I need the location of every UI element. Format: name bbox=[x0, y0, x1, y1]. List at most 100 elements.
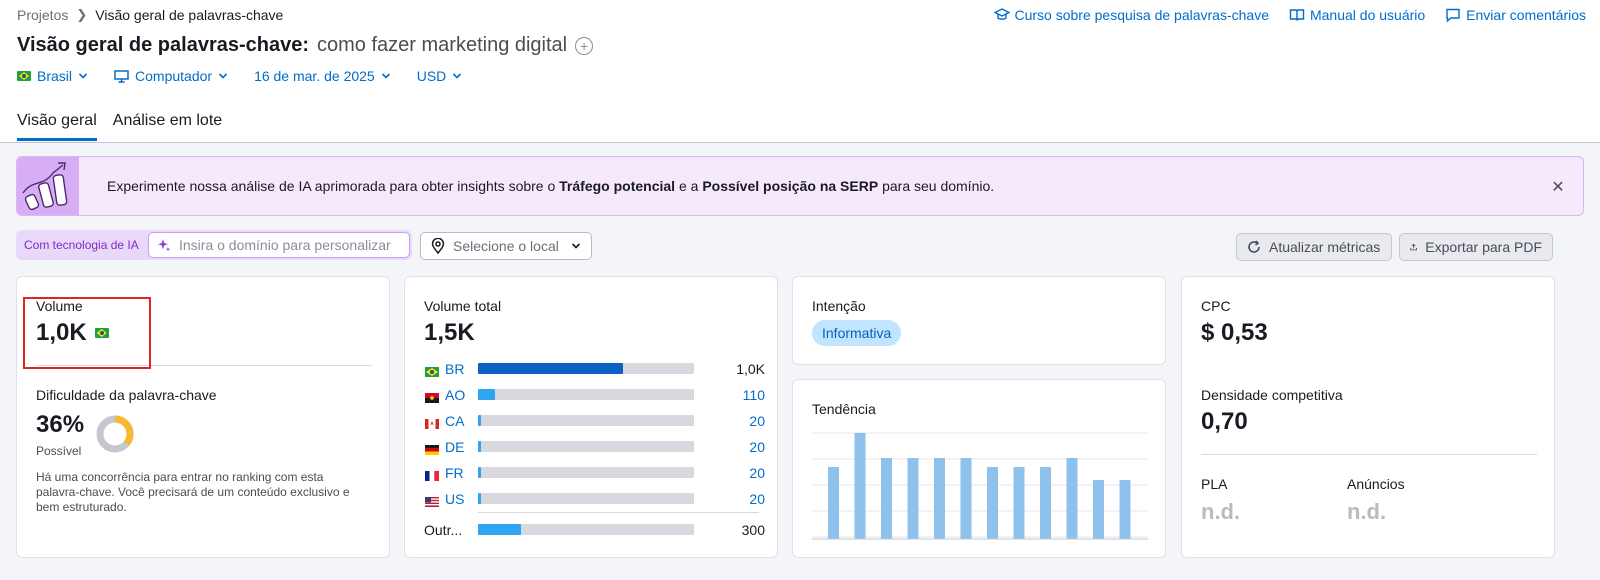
country-filter-label: Brasil bbox=[37, 68, 73, 84]
chevron-down-icon bbox=[78, 73, 88, 79]
density-label: Densidade competitiva bbox=[1201, 387, 1343, 403]
cpc-card: CPC $ 0,53 Densidade competitiva 0,70 PL… bbox=[1181, 276, 1555, 558]
ai-personalize-bar: Com tecnologia de IA Insira o domínio pa… bbox=[16, 230, 412, 260]
country-bar-fill bbox=[478, 441, 481, 452]
total-volume-value: 1,5K bbox=[424, 319, 475, 346]
location-pin-icon bbox=[431, 238, 445, 254]
refresh-metrics-label: Atualizar métricas bbox=[1269, 239, 1381, 255]
total-volume-label: Volume total bbox=[424, 298, 502, 314]
country-volume-value[interactable]: 20 bbox=[749, 439, 765, 455]
others-row: Outr... 300 bbox=[405, 522, 785, 538]
trend-bar[interactable] bbox=[1066, 458, 1078, 539]
trend-chart bbox=[812, 432, 1148, 540]
device-filter-label: Computador bbox=[135, 68, 213, 84]
trend-bar[interactable] bbox=[934, 458, 945, 539]
country-row-ca: CA 20 bbox=[405, 413, 785, 429]
intent-badge: Informativa bbox=[812, 320, 902, 346]
graduation-cap-icon bbox=[993, 8, 1010, 20]
feedback-link-label: Enviar comentários bbox=[1466, 7, 1586, 23]
page-title-main: Visão geral de palavras-chave: bbox=[17, 34, 310, 56]
location-select[interactable]: Selecione o local bbox=[420, 232, 592, 260]
others-bar-fill bbox=[478, 524, 521, 535]
country-volume-value[interactable]: 20 bbox=[749, 413, 765, 429]
trend-bar[interactable] bbox=[854, 433, 866, 539]
feedback-link[interactable]: Enviar comentários bbox=[1445, 7, 1586, 23]
trend-bar[interactable] bbox=[987, 467, 998, 539]
ao-flag-icon bbox=[425, 390, 439, 403]
upload-icon bbox=[1410, 243, 1417, 251]
tab-batch-analysis[interactable]: Análise em lote bbox=[112, 112, 223, 129]
country-bar-track bbox=[478, 389, 694, 400]
add-circle-icon[interactable]: + bbox=[575, 36, 594, 55]
intent-badge-wrap: Informativa bbox=[812, 320, 902, 346]
course-link[interactable]: Curso sobre pesquisa de palavras-chave bbox=[993, 7, 1269, 23]
currency-filter-label: USD bbox=[416, 68, 447, 84]
country-row-de: DE 20 bbox=[405, 439, 785, 455]
country-volume-value[interactable]: 20 bbox=[749, 491, 765, 507]
breadcrumb-projects[interactable]: Projetos bbox=[17, 7, 69, 23]
fr-flag-icon bbox=[425, 468, 439, 481]
br-flag-icon bbox=[425, 364, 439, 377]
refresh-metrics-button[interactable]: Atualizar métricas bbox=[1236, 233, 1392, 261]
monitor-icon bbox=[114, 69, 129, 83]
others-value: 300 bbox=[741, 522, 765, 538]
country-row-us: US 20 bbox=[405, 491, 785, 507]
country-bar-fill bbox=[478, 467, 481, 478]
country-bar-track bbox=[478, 493, 694, 504]
banner-text-part: e a bbox=[678, 178, 699, 194]
divider bbox=[36, 365, 372, 366]
chart-illustration-icon bbox=[17, 157, 79, 215]
country-code-link[interactable]: AO bbox=[445, 387, 466, 403]
trend-bar[interactable] bbox=[960, 458, 972, 539]
trend-bar[interactable] bbox=[1119, 480, 1131, 539]
device-filter[interactable]: Computador bbox=[114, 68, 228, 84]
chevron-down-icon bbox=[218, 73, 228, 79]
trend-bar[interactable] bbox=[1040, 467, 1051, 539]
export-pdf-label: Exportar para PDF bbox=[1425, 239, 1542, 255]
country-code-link[interactable]: US bbox=[445, 491, 465, 507]
trend-bar[interactable] bbox=[907, 458, 919, 539]
trend-bar[interactable] bbox=[881, 458, 892, 539]
close-icon[interactable]: ✕ bbox=[1551, 179, 1565, 196]
de-flag-icon bbox=[425, 442, 439, 455]
country-filter[interactable]: Brasil bbox=[17, 68, 88, 84]
ai-promo-banner: Experimente nossa análise de IA aprimora… bbox=[16, 156, 1584, 216]
country-bar-fill bbox=[478, 415, 481, 426]
manual-link[interactable]: Manual do usuário bbox=[1289, 7, 1425, 23]
country-code-link[interactable]: BR bbox=[445, 361, 465, 377]
banner-text-part: Experimente nossa análise de IA aprimora… bbox=[107, 178, 556, 194]
trend-bar[interactable] bbox=[828, 467, 839, 539]
chevron-right-icon: ❯ bbox=[76, 7, 88, 22]
filters-bar: Brasil Computador 16 de mar. de 2025 USD bbox=[17, 68, 462, 84]
brazil-flag-icon bbox=[94, 328, 109, 338]
country-code-link[interactable]: CA bbox=[445, 413, 465, 429]
intent-card: Intenção Informativa bbox=[792, 276, 1166, 365]
difficulty-donut bbox=[96, 415, 134, 453]
country-code-link[interactable]: DE bbox=[445, 439, 465, 455]
country-code-link[interactable]: FR bbox=[445, 465, 464, 481]
banner-bold-position: Possível posição na SERP bbox=[702, 178, 879, 194]
ai-badge: Com tecnologia de IA bbox=[24, 238, 139, 252]
country-volume-value[interactable]: 110 bbox=[742, 387, 765, 403]
date-filter[interactable]: 16 de mar. de 2025 bbox=[254, 68, 391, 84]
export-pdf-button[interactable]: Exportar para PDF bbox=[1399, 233, 1553, 261]
chevron-down-icon bbox=[381, 73, 390, 79]
country-volume-value[interactable]: 20 bbox=[749, 465, 765, 481]
trend-bar[interactable] bbox=[1093, 480, 1104, 539]
page-header: Projetos ❯ Visão geral de palavras-chave… bbox=[0, 0, 1600, 143]
difficulty-donut-fill bbox=[96, 415, 134, 453]
ads-label: Anúncios bbox=[1347, 476, 1405, 492]
currency-filter[interactable]: USD bbox=[417, 68, 463, 84]
country-bar-track bbox=[478, 363, 694, 374]
domain-input[interactable]: Insira o domínio para personalizar bbox=[148, 232, 410, 258]
intent-label: Intenção bbox=[812, 298, 866, 314]
difficulty-value: 36% bbox=[36, 411, 85, 438]
header-links: Curso sobre pesquisa de palavras-chave M… bbox=[993, 7, 1586, 23]
tab-overview[interactable]: Visão geral bbox=[17, 112, 97, 141]
country-volume-value: 1,0K bbox=[736, 361, 765, 377]
others-label: Outr... bbox=[424, 522, 463, 538]
country-row-fr: FR 20 bbox=[405, 465, 785, 481]
divider bbox=[1201, 454, 1537, 455]
trend-bar[interactable] bbox=[1013, 467, 1025, 539]
book-icon bbox=[1289, 9, 1305, 21]
